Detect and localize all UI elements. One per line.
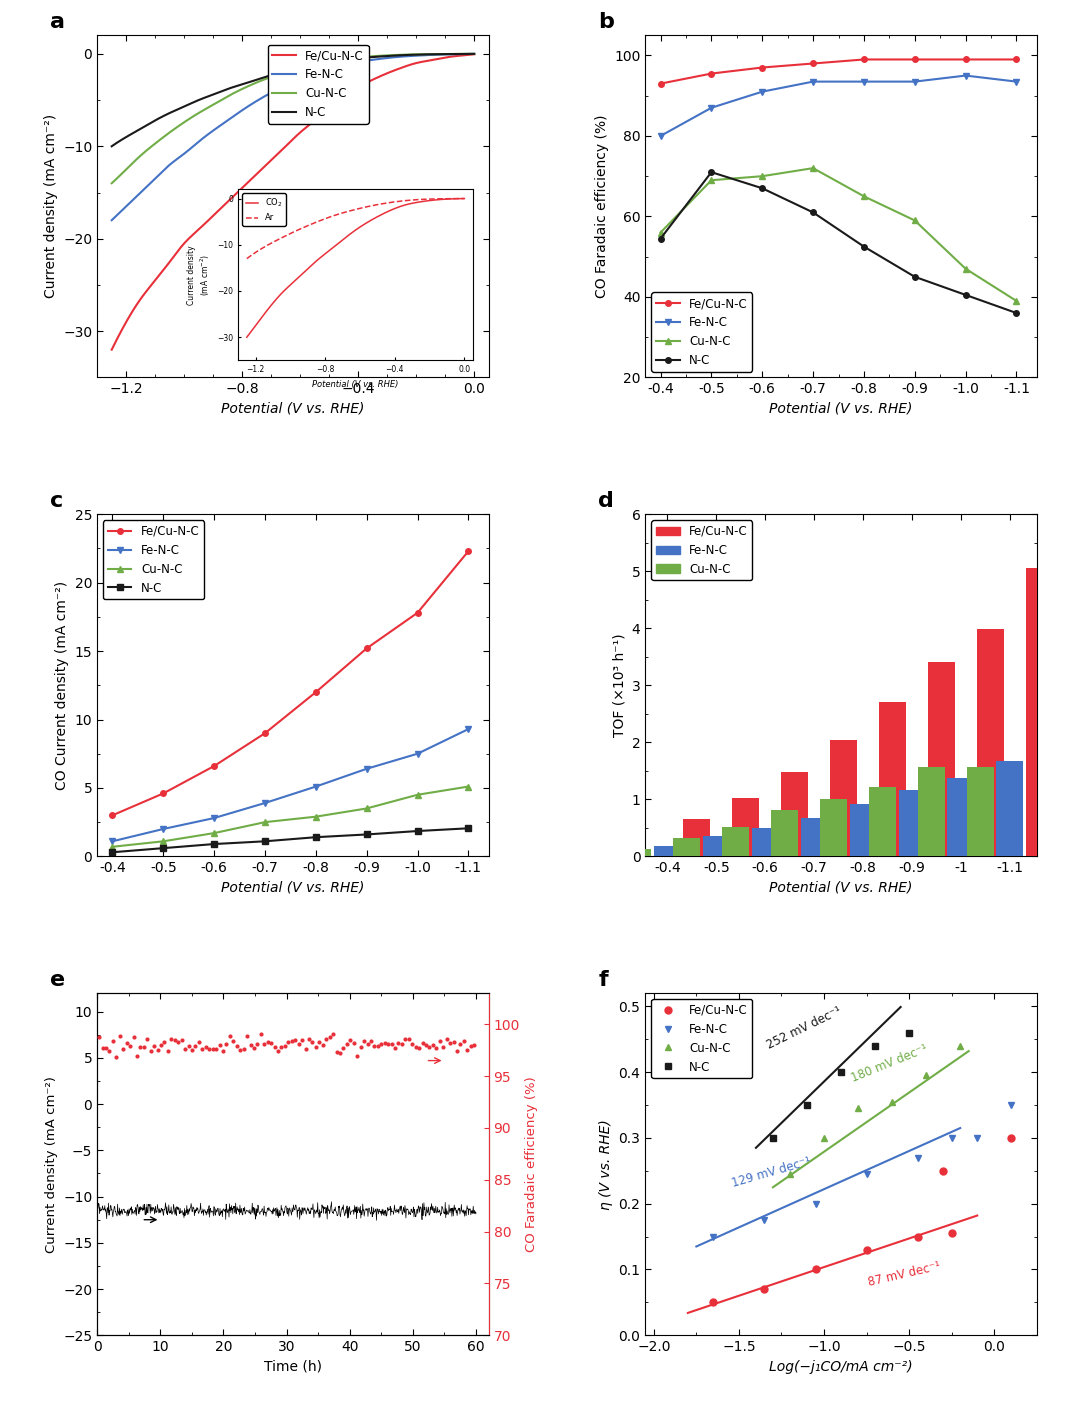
Y-axis label: TOF (×10³ h⁻¹): TOF (×10³ h⁻¹) (612, 633, 626, 738)
Y-axis label: CO Faradaic efficiency (%): CO Faradaic efficiency (%) (594, 114, 608, 298)
Legend: Fe/Cu-N-C, Fe-N-C, Cu-N-C, N-C: Fe/Cu-N-C, Fe-N-C, Cu-N-C, N-C (651, 292, 753, 372)
Legend: Fe/Cu-N-C, Fe-N-C, Cu-N-C, N-C: Fe/Cu-N-C, Fe-N-C, Cu-N-C, N-C (103, 520, 204, 599)
Bar (831, 740, 858, 856)
X-axis label: Potential (V vs. RHE): Potential (V vs. RHE) (769, 401, 913, 415)
Bar (899, 790, 926, 856)
Legend: Fe/Cu-N-C, Fe-N-C, Cu-N-C, N-C: Fe/Cu-N-C, Fe-N-C, Cu-N-C, N-C (268, 45, 368, 124)
X-axis label: Potential (V vs. RHE): Potential (V vs. RHE) (769, 880, 913, 894)
Text: 180 mV dec⁻¹: 180 mV dec⁻¹ (850, 1043, 930, 1085)
Bar (653, 846, 680, 856)
Bar (732, 798, 759, 856)
Text: 87 mV dec⁻¹: 87 mV dec⁻¹ (866, 1259, 942, 1289)
X-axis label: Potential (V vs. RHE): Potential (V vs. RHE) (221, 401, 365, 415)
Legend: Fe/Cu-N-C, Fe-N-C, Cu-N-C: Fe/Cu-N-C, Fe-N-C, Cu-N-C (651, 520, 753, 581)
Bar (624, 849, 651, 856)
Bar (752, 828, 779, 856)
X-axis label: Potential (V vs. RHE): Potential (V vs. RHE) (221, 880, 365, 894)
Bar (967, 767, 994, 856)
Text: d: d (598, 492, 615, 512)
Bar (947, 779, 974, 856)
Y-axis label: Current density (mA cm⁻²): Current density (mA cm⁻²) (44, 1075, 57, 1253)
Text: 129 mV dec⁻¹: 129 mV dec⁻¹ (730, 1156, 812, 1190)
X-axis label: Time (h): Time (h) (264, 1359, 322, 1373)
Bar (703, 836, 730, 856)
Bar (918, 767, 945, 856)
X-axis label: Log(−j₁CO/mA cm⁻²): Log(−j₁CO/mA cm⁻²) (769, 1359, 913, 1373)
Text: e: e (51, 971, 66, 991)
Text: a: a (51, 13, 65, 32)
Legend: Fe/Cu-N-C, Fe-N-C, Cu-N-C, N-C: Fe/Cu-N-C, Fe-N-C, Cu-N-C, N-C (651, 999, 753, 1078)
Bar (820, 798, 847, 856)
Bar (771, 810, 798, 856)
Text: f: f (598, 971, 608, 991)
Bar (674, 838, 701, 856)
Bar (869, 787, 896, 856)
Y-axis label: CO Faradaic efficiency (%): CO Faradaic efficiency (%) (526, 1077, 539, 1252)
Bar (800, 818, 827, 856)
Bar (781, 771, 808, 856)
Text: b: b (598, 13, 615, 32)
Bar (997, 762, 1024, 856)
Bar (879, 702, 906, 856)
Bar (684, 820, 711, 856)
Y-axis label: η (V vs. RHE): η (V vs. RHE) (599, 1119, 612, 1210)
Text: c: c (51, 492, 64, 512)
Bar (1026, 568, 1053, 856)
Bar (976, 629, 1003, 856)
Text: 252 mV dec⁻¹: 252 mV dec⁻¹ (765, 1005, 843, 1053)
Bar (723, 827, 750, 856)
Y-axis label: CO Current density (mA cm⁻²): CO Current density (mA cm⁻²) (55, 581, 69, 790)
Bar (850, 804, 877, 856)
Y-axis label: Current density (mA cm⁻²): Current density (mA cm⁻²) (43, 114, 57, 298)
Bar (928, 663, 955, 856)
